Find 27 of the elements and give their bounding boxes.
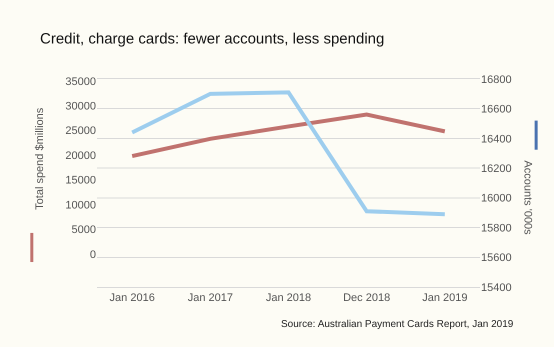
y2-tick-label: 16200 xyxy=(481,162,512,175)
x-tick-label: Jan 2018 xyxy=(266,292,312,304)
y-tick-label: 5000 xyxy=(72,224,96,236)
x-tick-label: Jan 2019 xyxy=(422,292,468,304)
y2-tick-label: 15400 xyxy=(481,282,512,294)
y2-tick-label: 16800 xyxy=(481,74,512,86)
y-tick-label: 15000 xyxy=(65,174,96,187)
y2-axis-title: Accounts '000s xyxy=(522,160,534,236)
y-tick-label: 20000 xyxy=(65,150,96,162)
y2-tick-label: 15800 xyxy=(481,222,512,234)
y-tick-label: 10000 xyxy=(65,199,96,212)
x-tick-label: Dec 2018 xyxy=(343,292,390,304)
chart-title: Credit, charge cards: fewer accounts, less spending xyxy=(40,30,384,48)
y2-tick-label: 16400 xyxy=(481,133,512,146)
line-series xyxy=(130,112,447,158)
y-tick-label: 25000 xyxy=(65,125,96,138)
y-tick-label: 35000 xyxy=(65,76,96,88)
y2-tick-label: 16600 xyxy=(481,104,512,116)
y2-tick-label: 16000 xyxy=(481,192,512,205)
x-tick-label: Jan 2017 xyxy=(188,292,233,304)
x-tick-label: Jan 2016 xyxy=(110,292,155,304)
y2-tick-label: 15600 xyxy=(481,252,512,264)
source-note: Source: Australian Payment Cards Report, Jan 2019 xyxy=(281,319,514,330)
y-axis-title: Total spend $millions xyxy=(34,107,46,210)
line-series xyxy=(130,90,447,216)
y-tick-label: 0 xyxy=(90,248,96,261)
y-tick-label: 30000 xyxy=(65,100,96,113)
